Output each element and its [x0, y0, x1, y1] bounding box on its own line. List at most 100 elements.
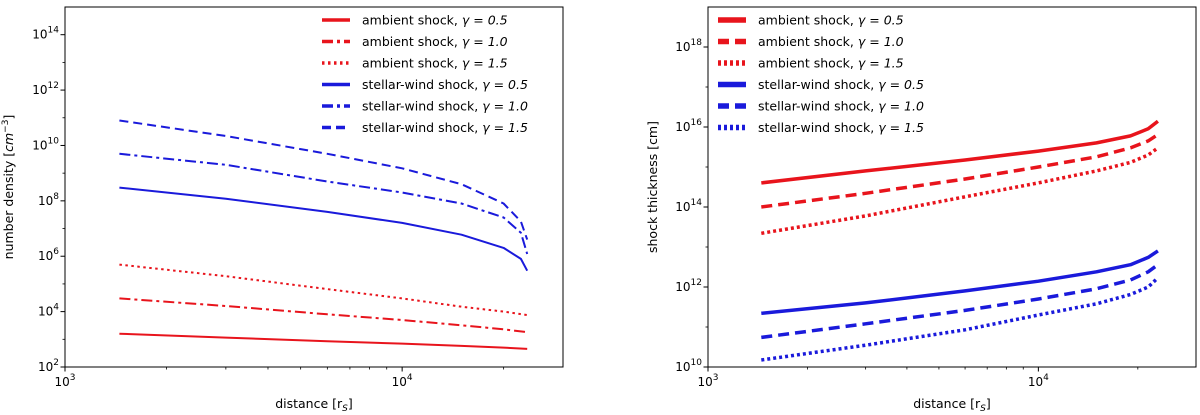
tick-base: 10 [38, 305, 53, 319]
legend-label-text: stellar-wind shock, [362, 77, 482, 92]
plot-frame [64, 6, 564, 368]
tick-exponent: 4 [407, 373, 413, 383]
legend-gamma: γ = 1.0 [462, 34, 508, 49]
legend-entry: ambient shock, γ = 1.0 [718, 34, 904, 49]
y-tick-label: 108 [38, 192, 59, 208]
tick-base: 10 [54, 375, 69, 389]
tick-base: 10 [32, 28, 47, 42]
tick-base: 10 [675, 200, 690, 214]
x-label-close: ] [348, 396, 353, 411]
legend-label-text: ambient shock, [758, 56, 858, 71]
y-label-close: ] [1, 115, 16, 120]
series-line-3 [761, 146, 1159, 236]
legend-entry: stellar-wind shock, γ = 1.0 [322, 99, 528, 114]
y-tick-label: 104 [38, 303, 59, 319]
tick-base: 10 [38, 249, 53, 263]
y-tick-label: 1012 [32, 81, 59, 97]
x-tick-label: 103 [54, 373, 75, 389]
y-tick-label: 106 [38, 247, 59, 263]
y-tick-label: 1018 [675, 38, 702, 54]
tick-exponent: 8 [53, 192, 59, 202]
tick-exponent: 10 [691, 358, 703, 368]
legend-entry: ambient shock, γ = 1.5 [322, 56, 508, 71]
tick-base: 10 [38, 360, 53, 374]
tick-base: 10 [675, 40, 690, 54]
tick-exponent: 6 [53, 247, 59, 257]
series-line-2 [119, 297, 528, 334]
legend-label: stellar-wind shock, γ = 1.5 [362, 120, 528, 135]
tick-exponent: 16 [691, 118, 703, 128]
y-tick-label: 1014 [675, 198, 702, 214]
tick-exponent: 4 [1043, 373, 1049, 383]
tick-exponent: 14 [691, 198, 703, 208]
legend-gamma: γ = 0.5 [858, 13, 904, 28]
legend-label-text: stellar-wind shock, [758, 99, 878, 114]
legend-label: ambient shock, γ = 1.5 [362, 56, 508, 71]
tick-exponent: 10 [48, 136, 60, 146]
legend-entry: stellar-wind shock, γ = 1.5 [322, 120, 528, 135]
series-line-2 [761, 133, 1159, 209]
tick-exponent: 2 [53, 358, 59, 368]
legend-label: ambient shock, γ = 1.5 [758, 56, 904, 71]
y-axis-label: number density [cm−3] [1, 115, 16, 260]
legend-label: ambient shock, γ = 1.0 [362, 34, 508, 49]
y-tick-label: 1010 [32, 136, 59, 152]
tick-base: 10 [675, 280, 690, 294]
legend-label-text: ambient shock, [362, 34, 462, 49]
series-line-5 [761, 263, 1159, 340]
legend-label-text: ambient shock, [362, 56, 462, 71]
tick-exponent: 4 [53, 303, 59, 313]
legend-gamma: γ = 1.0 [482, 99, 528, 114]
x-label-text: distance [r [275, 396, 343, 411]
legend-label: ambient shock, γ = 0.5 [758, 13, 904, 28]
y-label-text: shock thickness [cm] [645, 121, 660, 253]
legend-label: stellar-wind shock, γ = 1.0 [362, 99, 528, 114]
series-line-5 [119, 152, 529, 255]
legend-gamma: γ = 0.5 [482, 77, 528, 92]
y-tick-label: 1016 [675, 118, 702, 134]
legend-label-text: stellar-wind shock, [758, 120, 878, 135]
legend-label-text: stellar-wind shock, [362, 99, 482, 114]
x-axis-label: distance [rS] [913, 396, 991, 414]
x-label-text: distance [r [913, 396, 981, 411]
x-label-subscript: S [980, 404, 986, 414]
legend-gamma: γ = 1.5 [858, 56, 904, 71]
x-tick-label: 104 [1028, 373, 1049, 389]
tick-base: 10 [32, 138, 47, 152]
legend-label: stellar-wind shock, γ = 1.0 [758, 99, 924, 114]
legend-entry: stellar-wind shock, γ = 0.5 [322, 77, 528, 92]
legend-label: stellar-wind shock, γ = 0.5 [362, 77, 528, 92]
tick-exponent: 18 [691, 38, 703, 48]
legend-gamma: γ = 1.5 [462, 56, 508, 71]
legend-label-text: ambient shock, [758, 34, 858, 49]
legend-gamma: γ = 1.0 [858, 34, 904, 49]
legend-label: stellar-wind shock, γ = 1.5 [758, 120, 924, 135]
y-label-text: number density [ [1, 152, 16, 259]
legend-label-text: ambient shock, [758, 13, 858, 28]
y-tick-label: 102 [38, 358, 59, 374]
tick-base: 10 [1028, 375, 1043, 389]
y-tick-label: 1014 [32, 26, 59, 42]
tick-exponent: 3 [70, 373, 76, 383]
x-label-close: ] [986, 396, 991, 411]
x-tick-label: 104 [392, 373, 413, 389]
legend-entry: ambient shock, γ = 1.0 [322, 34, 508, 49]
legend-entry: ambient shock, γ = 0.5 [322, 13, 508, 28]
series-line-4 [119, 186, 529, 272]
legend-label: stellar-wind shock, γ = 0.5 [758, 77, 924, 92]
series-line-4 [761, 249, 1159, 316]
y-label-exponent: −3 [1, 120, 11, 133]
y-label-unit: cm [1, 133, 16, 152]
tick-exponent: 3 [713, 373, 719, 383]
legend-label-text: stellar-wind shock, [758, 77, 878, 92]
legend-label-text: ambient shock, [362, 13, 462, 28]
legend-label: ambient shock, γ = 1.0 [758, 34, 904, 49]
legend-entry: ambient shock, γ = 0.5 [718, 13, 904, 28]
legend-entry: ambient shock, γ = 1.5 [718, 56, 904, 71]
legend-gamma: γ = 1.5 [878, 120, 924, 135]
legend-gamma: γ = 0.5 [462, 13, 508, 28]
